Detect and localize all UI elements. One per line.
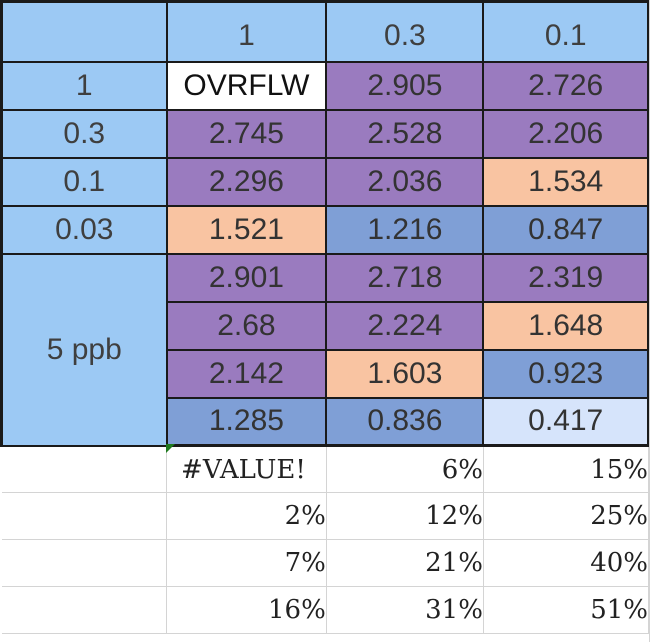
- colored-data-block: 1 0.3 0.1 1 OVRFLW 2.905 2.726 0.3 2.745…: [0, 0, 650, 447]
- data-row: 0.1 2.296 2.036 1.534: [0, 156, 650, 207]
- value-cell[interactable]: 0.836: [325, 396, 485, 447]
- row-header-cell[interactable]: 0.1: [0, 156, 168, 207]
- value-cell[interactable]: 2.036: [325, 156, 485, 207]
- value-cell[interactable]: 2.718: [325, 252, 485, 303]
- percent-cell[interactable]: 15%: [483, 445, 650, 493]
- error-cell[interactable]: #VALUE!: [166, 445, 327, 493]
- percent-cell[interactable]: 31%: [326, 586, 484, 634]
- data-row: 0.03 1.521 1.216 0.847: [0, 204, 650, 255]
- percent-cell[interactable]: 40%: [483, 539, 650, 587]
- empty-cell[interactable]: [1, 492, 168, 540]
- group-row: 2.68 2.224 1.648: [2, 300, 650, 351]
- error-indicator-icon: [166, 444, 175, 453]
- value-cell[interactable]: 1.285: [165, 396, 328, 447]
- percent-block: #VALUE! 6% 15% 2% 12% 25% 7% 21% 40% 16%…: [1, 445, 650, 634]
- value-cell[interactable]: 2.905: [325, 60, 485, 111]
- value-cell[interactable]: 0.847: [482, 204, 650, 255]
- value-cell[interactable]: 1.648: [482, 300, 650, 351]
- value-cell[interactable]: 1.216: [325, 204, 485, 255]
- empty-cell[interactable]: [1, 586, 168, 634]
- value-cell[interactable]: 2.206: [482, 108, 650, 159]
- percent-cell[interactable]: 12%: [326, 492, 484, 540]
- value-cell[interactable]: 0.923: [482, 348, 650, 399]
- percent-cell[interactable]: 21%: [326, 539, 484, 587]
- group-row: 1.285 0.836 0.417: [2, 396, 650, 447]
- value-cell[interactable]: 2.68: [165, 300, 328, 351]
- percent-cell[interactable]: 51%: [483, 586, 650, 634]
- value-cell[interactable]: 2.296: [165, 156, 328, 207]
- value-cell[interactable]: 1.521: [165, 204, 328, 255]
- percent-cell[interactable]: 7%: [166, 539, 327, 587]
- row-header-cell[interactable]: 1: [0, 60, 168, 111]
- column-header-cell[interactable]: 0.3: [325, 0, 485, 63]
- percent-row: 7% 21% 40%: [1, 539, 650, 587]
- percent-row: 16% 31% 51%: [1, 586, 650, 634]
- value-cell[interactable]: 1.603: [325, 348, 485, 399]
- percent-cell[interactable]: 6%: [326, 445, 484, 493]
- group-row: 5 ppb 2.901 2.718 2.319: [0, 252, 650, 447]
- column-header-cell[interactable]: 0.1: [482, 0, 650, 63]
- value-cell[interactable]: 2.319: [482, 252, 650, 303]
- data-row: 1 OVRFLW 2.905 2.726: [0, 60, 650, 111]
- percent-cell[interactable]: 2%: [166, 492, 327, 540]
- group-label-cell[interactable]: 5 ppb: [0, 252, 168, 447]
- value-cell[interactable]: 2.745: [165, 108, 328, 159]
- percent-cell[interactable]: 25%: [483, 492, 650, 540]
- column-header-cell[interactable]: 1: [165, 0, 328, 63]
- group-row: 2.142 1.603 0.923: [2, 348, 650, 399]
- corner-cell[interactable]: [0, 0, 168, 63]
- row-header-cell[interactable]: 0.03: [0, 204, 168, 255]
- value-cell[interactable]: 2.528: [325, 108, 485, 159]
- empty-cell[interactable]: [1, 445, 168, 493]
- value-cell[interactable]: 0.417: [482, 396, 650, 447]
- value-cell[interactable]: 2.142: [165, 348, 328, 399]
- percent-cell[interactable]: 16%: [166, 586, 327, 634]
- value-cell[interactable]: 2.726: [482, 60, 650, 111]
- header-row: 1 0.3 0.1: [0, 0, 650, 63]
- value-cell[interactable]: 2.901: [165, 252, 328, 303]
- percent-row: #VALUE! 6% 15%: [1, 445, 650, 493]
- percent-row: 2% 12% 25%: [1, 492, 650, 540]
- value-cell[interactable]: 2.224: [325, 300, 485, 351]
- data-row: 0.3 2.745 2.528 2.206: [0, 108, 650, 159]
- row-header-cell[interactable]: 0.3: [0, 108, 168, 159]
- empty-cell[interactable]: [1, 539, 168, 587]
- value-cell[interactable]: OVRFLW: [165, 60, 328, 111]
- value-cell[interactable]: 1.534: [482, 156, 650, 207]
